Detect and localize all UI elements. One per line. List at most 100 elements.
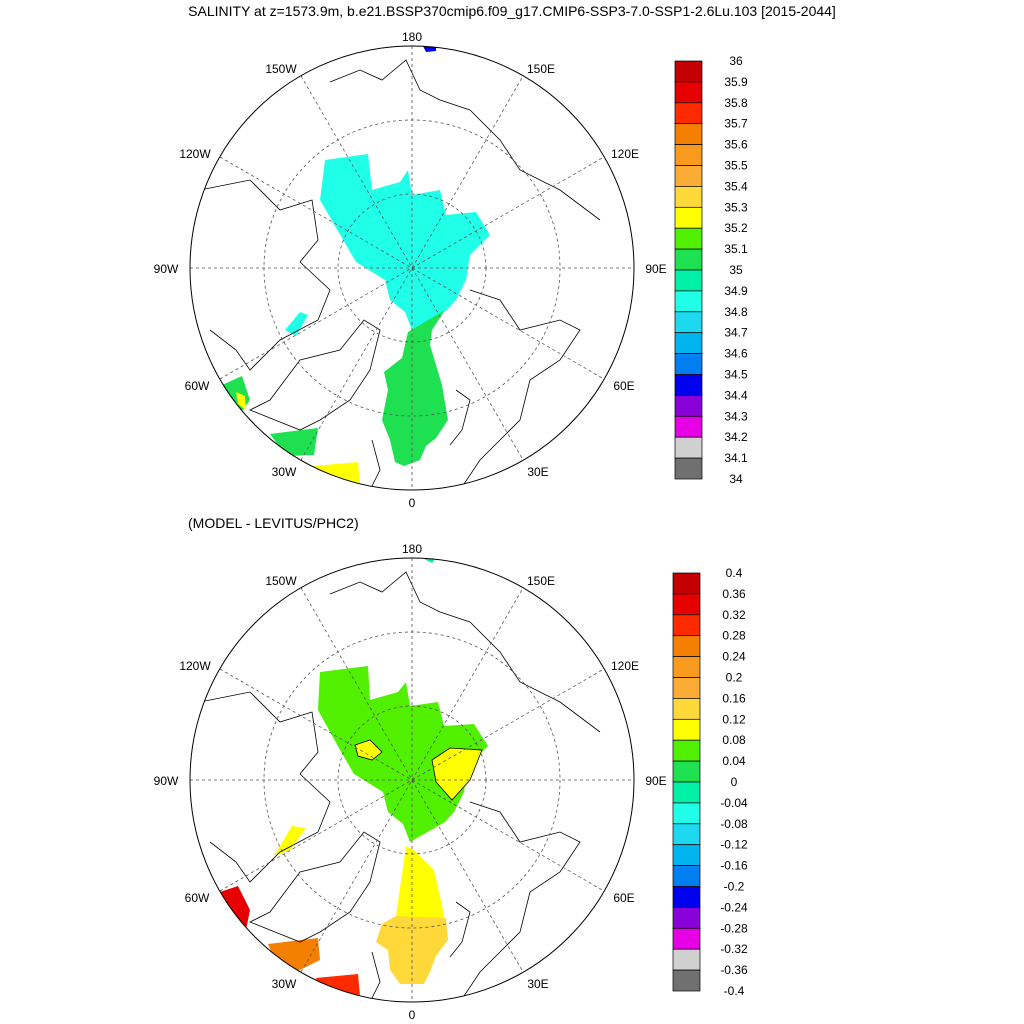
top-colorbar-label-3: 35.7 bbox=[724, 117, 748, 131]
bottom-colorbar-swatch-11 bbox=[672, 802, 701, 825]
top-map-boundary bbox=[189, 45, 635, 491]
bottom-colorbar-swatch-14 bbox=[672, 865, 701, 887]
top-colorbar-swatch-0 bbox=[674, 60, 703, 83]
bottom-colorbar-label-18: -0.32 bbox=[720, 942, 748, 956]
lon-label-150w: 150W bbox=[265, 574, 297, 588]
top-colorbar-label-1: 35.9 bbox=[724, 75, 748, 89]
bottom-colorbar-label-11: -0.04 bbox=[720, 796, 748, 810]
lon-label-60e: 60E bbox=[613, 379, 634, 393]
top-colorbar-label-10: 35 bbox=[729, 263, 743, 277]
bottom-colorbar-swatch-15 bbox=[672, 886, 701, 908]
top-coastlines bbox=[199, 59, 601, 490]
top-colorbar-swatch-12 bbox=[674, 311, 703, 334]
bottom-diff-field-arctic bbox=[318, 666, 488, 842]
top-salinity-field-bering bbox=[423, 46, 436, 52]
bottom-colorbar-label-7: 0.12 bbox=[722, 712, 746, 726]
bottom-colorbar-label-3: 0.28 bbox=[722, 629, 746, 643]
bottom-diff-field-patch bbox=[274, 826, 306, 856]
bottom-map-boundary bbox=[189, 557, 635, 1003]
top-colorbar-swatch-7 bbox=[674, 206, 703, 229]
top-salinity-field-nordic bbox=[382, 310, 448, 466]
top-salinity-field-labrador-core bbox=[236, 392, 246, 410]
top-colorbar-swatch-11 bbox=[674, 290, 703, 313]
lon-label-180: 180 bbox=[402, 542, 422, 556]
lon-label-120w: 120W bbox=[179, 147, 211, 161]
top-colorbar-label-8: 35.2 bbox=[724, 221, 748, 235]
lon-label-30w: 30W bbox=[272, 977, 297, 991]
lon-label-90w: 90W bbox=[154, 262, 179, 276]
top-colorbar-label-2: 35.8 bbox=[724, 96, 748, 110]
bottom-colorbar-swatch-1 bbox=[672, 593, 701, 616]
bottom-colorbar-label-1: 0.36 bbox=[722, 587, 746, 601]
lon-label-90w: 90W bbox=[154, 774, 179, 788]
bottom-colorbar-swatch-5 bbox=[672, 677, 701, 699]
bottom-colorbar-swatch-13 bbox=[672, 844, 701, 866]
top-colorbar-label-4: 35.6 bbox=[724, 138, 748, 152]
top-colorbar-label-12: 34.8 bbox=[724, 305, 748, 319]
top-colorbar-swatch-10 bbox=[674, 269, 703, 292]
top-salinity-field-irminger bbox=[270, 428, 318, 456]
top-colorbar-label-17: 34.3 bbox=[724, 409, 748, 423]
lon-label-180: 180 bbox=[402, 30, 422, 44]
top-colorbar-swatch-4 bbox=[674, 144, 703, 166]
top-colorbar-swatch-2 bbox=[674, 102, 703, 125]
bottom-colorbar-swatch-0 bbox=[672, 572, 701, 595]
top-colorbar-swatch-5 bbox=[674, 165, 703, 187]
bottom-colorbar-label-20: -0.4 bbox=[724, 984, 745, 998]
top-colorbar-label-9: 35.1 bbox=[724, 242, 748, 256]
top-colorbar-swatch-19 bbox=[674, 457, 703, 480]
bottom-diff-field-labrador bbox=[220, 886, 250, 930]
bottom-colorbar-label-14: -0.16 bbox=[720, 859, 748, 873]
bottom-colorbar-label-10: 0 bbox=[731, 775, 738, 789]
plot-title: SALINITY at z=1573.9m, b.e21.BSSP370cmip… bbox=[188, 3, 836, 19]
bottom-colorbar-label-12: -0.08 bbox=[720, 817, 748, 831]
bottom-diff-field-atlantic bbox=[316, 974, 360, 996]
top-colorbar-label-6: 35.4 bbox=[724, 179, 748, 193]
bottom-colorbar-label-17: -0.28 bbox=[720, 921, 748, 935]
top-colorbar-label-11: 34.9 bbox=[724, 284, 748, 298]
bottom-colorbar-swatch-18 bbox=[672, 948, 701, 971]
top-colorbar-label-14: 34.6 bbox=[724, 347, 748, 361]
bottom-colorbar-swatch-7 bbox=[672, 718, 701, 741]
lon-label-120e: 120E bbox=[611, 147, 639, 161]
bottom-longitude-labels: 180 150W 150E 120W 120E 90W 90E 60W 60E … bbox=[154, 542, 667, 1022]
top-colorbar-swatch-9 bbox=[674, 248, 703, 271]
top-longitude-labels: 180 150W 150E 120W 120E 90W 90E 60W 60E … bbox=[154, 30, 667, 510]
top-colorbar-swatch-1 bbox=[674, 81, 703, 104]
bottom-colorbar-swatch-16 bbox=[672, 907, 701, 929]
lon-label-150e: 150E bbox=[527, 62, 555, 76]
lon-label-150e: 150E bbox=[527, 574, 555, 588]
bottom-diff-field-nordic bbox=[396, 846, 446, 930]
top-colorbar-swatch-3 bbox=[674, 123, 703, 145]
top-salinity-field-patch bbox=[285, 312, 308, 336]
lon-label-90e: 90E bbox=[645, 262, 666, 276]
top-colorbar-label-18: 34.2 bbox=[724, 430, 748, 444]
lon-label-60w: 60W bbox=[185, 379, 210, 393]
bottom-colorbar-swatch-2 bbox=[672, 614, 701, 637]
bottom-colorbar-swatch-12 bbox=[672, 823, 701, 846]
bottom-colorbar-label-19: -0.36 bbox=[720, 963, 748, 977]
top-colorbar-swatch-17 bbox=[674, 415, 703, 438]
lon-label-60e: 60E bbox=[613, 891, 634, 905]
bottom-colorbar-swatch-10 bbox=[672, 781, 701, 804]
bottom-colorbar-swatch-19 bbox=[672, 969, 701, 992]
bottom-colorbar-label-4: 0.24 bbox=[722, 650, 746, 664]
bottom-polar-map: 180 150W 150E 120W 120E 90W 90E 60W 60E … bbox=[154, 542, 667, 1022]
top-colorbar-label-15: 34.5 bbox=[724, 368, 748, 382]
bottom-colorbar: 0.4 0.36 0.32 0.28 0.24 0.2 0.16 0.12 0.08 0.04 0 -… bbox=[672, 566, 748, 998]
bottom-colorbar-label-2: 0.32 bbox=[722, 608, 746, 622]
top-colorbar-swatch-8 bbox=[674, 227, 703, 250]
top-colorbar-label-13: 34.7 bbox=[724, 326, 748, 340]
lon-label-60w: 60W bbox=[185, 891, 210, 905]
bottom-diff-field-core-a bbox=[354, 739, 383, 761]
bottom-colorbar-label-16: -0.24 bbox=[720, 900, 748, 914]
bottom-graticule bbox=[190, 558, 634, 1002]
top-colorbar-swatch-6 bbox=[674, 186, 703, 208]
bottom-colorbar-label-0: 0.4 bbox=[726, 566, 743, 580]
top-colorbar-label-20: 34 bbox=[729, 472, 743, 486]
top-salinity-field-arctic bbox=[320, 154, 490, 330]
top-colorbar-swatch-16 bbox=[674, 395, 703, 417]
lon-label-0: 0 bbox=[409, 496, 416, 510]
bottom-colorbar-label-8: 0.08 bbox=[722, 733, 746, 747]
